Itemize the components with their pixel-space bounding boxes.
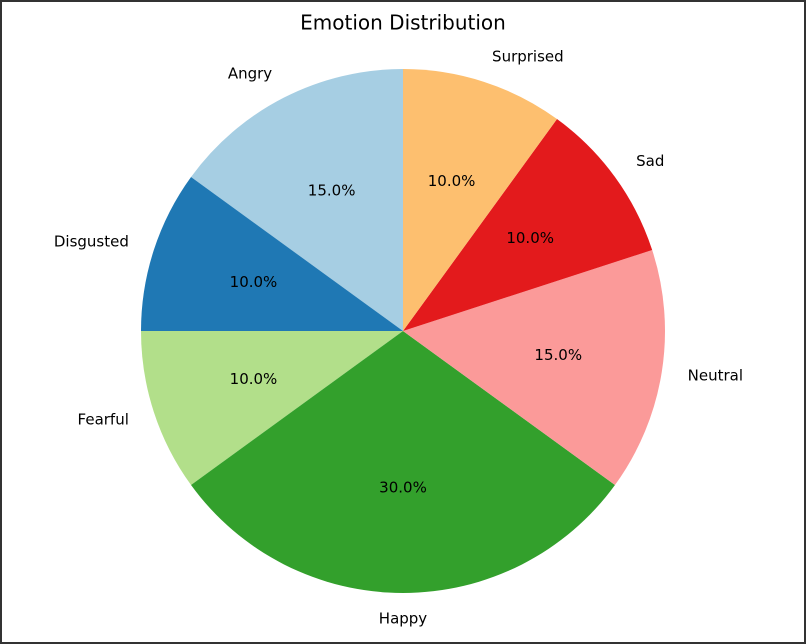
pie-slice [403,69,557,331]
pie-slice [403,119,653,332]
value-label: 30.0% [379,479,427,497]
pie-slice [141,331,403,485]
pie-slice [403,250,665,485]
slice-label: Neutral [688,367,743,385]
value-label: 10.0% [506,229,554,247]
slice-label: Surprised [492,47,564,65]
value-label: 15.0% [534,346,582,364]
pie-slice [141,177,403,331]
value-label: 10.0% [230,370,278,388]
slice-label: Fearful [78,411,129,429]
pie-slice [191,331,615,593]
value-label: 15.0% [308,181,356,199]
slice-label: Happy [379,610,428,628]
slice-label: Angry [228,65,272,83]
value-label: 10.0% [428,172,476,190]
chart-title: Emotion Distribution [300,11,506,35]
slice-label: Sad [636,152,664,170]
pie-slice [191,69,403,331]
slice-label: Disgusted [54,232,129,250]
value-label: 10.0% [230,273,278,291]
